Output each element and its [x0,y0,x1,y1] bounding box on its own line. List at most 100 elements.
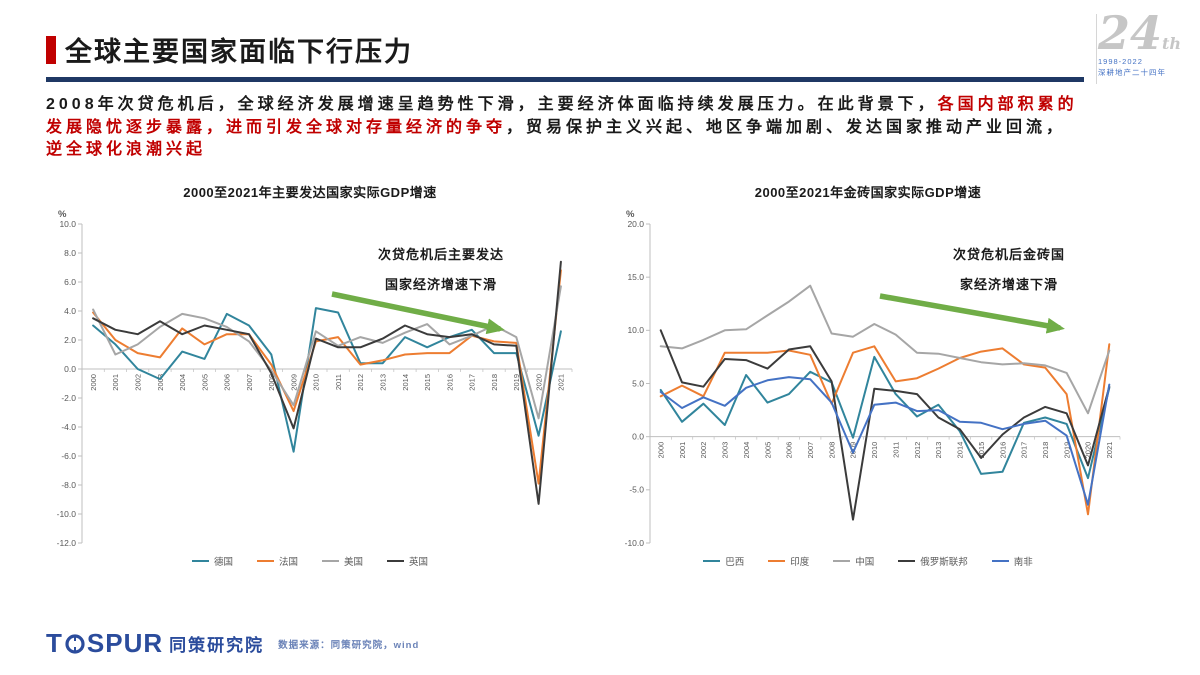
svg-text:2003: 2003 [721,442,730,459]
svg-text:2014: 2014 [956,442,965,459]
svg-text:0.0: 0.0 [64,364,76,374]
page-title: 全球主要国家面临下行压力 [65,37,413,67]
svg-text:5.0: 5.0 [632,378,644,388]
legend-label: 俄罗斯联邦 [920,557,968,568]
svg-text:2009: 2009 [289,374,298,391]
intro-text-segment: 各国内部积累的 [937,96,1078,113]
svg-text:2012: 2012 [356,374,365,391]
svg-text:2004: 2004 [742,442,751,459]
svg-text:-10.0: -10.0 [625,538,645,548]
svg-text:2013: 2013 [378,374,387,391]
legend-label: 美国 [344,557,364,568]
svg-text:2013: 2013 [934,442,943,459]
chart-title-developed: 2000至2021年主要发达国家实际GDP增速 [183,185,437,200]
intro-paragraph: 2008年次贷危机后，全球经济发展增速呈趋势性下滑，主要经济体面临持续发展压力。… [46,94,1092,162]
svg-text:2004: 2004 [178,374,187,391]
annotation-line: 家经济增速下滑 [959,277,1058,292]
svg-text:2019: 2019 [512,374,521,391]
svg-text:2015: 2015 [423,374,432,391]
svg-text:%: % [626,209,635,220]
annotation-line: 次贷危机后主要发达 [377,247,504,262]
svg-text:2000: 2000 [89,374,98,391]
tospur-logo: T SPUR [46,628,163,659]
svg-text:-8.0: -8.0 [61,480,76,490]
chart-legend-brics: 巴西 印度 中国 俄罗斯联邦 南非 [608,554,1128,568]
chart-title-brics: 2000至2021年金砖国家实际GDP增速 [754,185,982,200]
data-source: 数据来源：同策研究院，wind [278,639,420,651]
svg-text:2010: 2010 [312,374,321,391]
legend-item: 中国 [833,554,874,568]
svg-text:2006: 2006 [223,374,232,391]
svg-text:6.0: 6.0 [64,277,76,287]
legend-label: 英国 [409,557,429,568]
badge-suffix: th [1162,34,1182,53]
legend-swatch [768,560,786,562]
legend-label: 印度 [790,557,810,568]
svg-text:2001: 2001 [678,442,687,459]
badge-years: 1998-2022 [1098,57,1143,66]
svg-text:2017: 2017 [1020,442,1029,459]
legend-label: 南非 [1013,557,1033,568]
svg-text:2016: 2016 [445,374,454,391]
svg-text:-2.0: -2.0 [61,393,76,403]
svg-text:2010: 2010 [870,442,879,459]
chart-annotation-brics: 次贷危机后金砖国 家经济增速下滑 [920,240,1098,300]
svg-text:2008: 2008 [267,374,276,391]
badge-number: 24 [1098,6,1163,60]
header-divider [1096,14,1097,84]
legend-label: 德国 [213,557,233,568]
svg-text:2017: 2017 [468,374,477,391]
legend-item: 南非 [991,554,1033,568]
svg-text:0.0: 0.0 [632,431,644,441]
legend-swatch [322,560,339,562]
legend-item: 德国 [191,554,233,568]
svg-text:20.0: 20.0 [627,219,644,229]
svg-text:2000: 2000 [656,442,665,459]
svg-text:10.0: 10.0 [59,219,76,229]
title-bullet [46,35,56,64]
svg-text:2018: 2018 [1041,442,1050,459]
svg-text:2007: 2007 [245,374,254,391]
svg-text:2011: 2011 [334,374,343,390]
svg-text:-5.0: -5.0 [629,485,644,495]
svg-text:-10.0: -10.0 [57,509,77,519]
svg-text:-4.0: -4.0 [61,422,76,432]
svg-text:2016: 2016 [998,442,1007,459]
legend-item: 巴西 [703,554,744,568]
title-underline [46,77,1084,82]
svg-text:8.0: 8.0 [64,248,76,258]
legend-item: 印度 [768,554,809,568]
svg-text:2002: 2002 [699,442,708,459]
legend-swatch [703,560,721,562]
svg-text:10.0: 10.0 [627,325,644,335]
badge-tagline: 深耕地产二十四年 [1098,68,1166,78]
legend-swatch [991,560,1009,562]
svg-text:2001: 2001 [111,374,120,391]
svg-text:2007: 2007 [806,442,815,459]
svg-text:2021: 2021 [557,374,566,391]
legend-swatch [833,560,851,562]
legend-label: 巴西 [725,557,745,568]
svg-text:2020: 2020 [1084,442,1093,459]
svg-text:4.0: 4.0 [64,306,76,316]
legend-label: 法国 [278,557,298,568]
svg-text:-12.0: -12.0 [57,538,77,548]
legend-item: 俄罗斯联邦 [898,554,968,568]
svg-text:2019: 2019 [1062,442,1071,459]
chart-annotation-developed: 次贷危机后主要发达 国家经济增速下滑 [352,240,530,300]
annotation-line: 次贷危机后金砖国 [952,247,1065,262]
svg-text:2006: 2006 [785,442,794,459]
intro-text-segment: ，贸易保护主义兴起、地区争端加剧、发达国家推动产业回流， [506,118,1067,136]
annotation-line: 国家经济增速下滑 [384,277,497,292]
tospur-o-icon [65,633,85,654]
legend-swatch [256,560,274,562]
chart-brics-gdp: 2000至2021年金砖国家实际GDP增速 -10.0 -5.0 0.0 5.0 10.… [608,182,1128,590]
legend-item: 英国 [387,554,428,568]
logo-letters-spur: SPUR [86,628,164,658]
chart-developed-gdp: 2000至2021年主要发达国家实际GDP增速 -12.0 -10.0 -8.0 -6… [40,182,580,590]
legend-label: 中国 [855,557,875,568]
svg-text:2005: 2005 [200,374,209,391]
legend-item: 法国 [256,554,298,568]
svg-text:2020: 2020 [534,374,543,391]
svg-text:-6.0: -6.0 [61,451,76,461]
